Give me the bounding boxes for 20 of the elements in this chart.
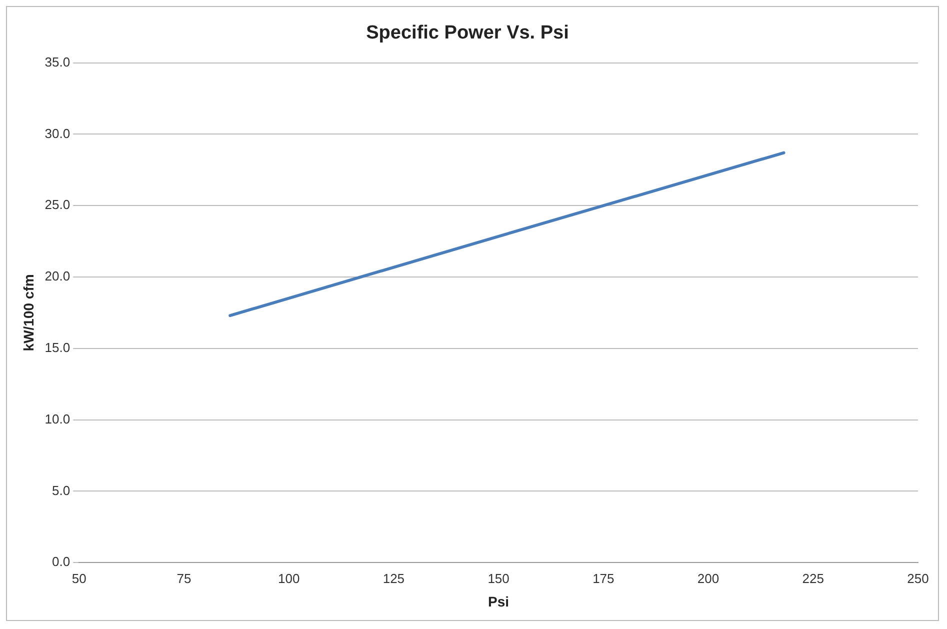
chart-title: Specific Power Vs. Psi xyxy=(366,22,569,44)
y-tick-label: 10.0 xyxy=(44,411,70,426)
y-tick-label: 5.0 xyxy=(52,482,70,498)
x-tick-label: 150 xyxy=(488,570,510,586)
x-tick-label: 125 xyxy=(382,570,405,586)
x-tick-label: 175 xyxy=(592,570,614,586)
x-tick-label: 50 xyxy=(72,570,86,586)
y-tick-label: 35.0 xyxy=(44,54,70,70)
x-axis-title: Psi xyxy=(488,593,510,610)
x-tick-label: 225 xyxy=(802,570,824,586)
y-tick-label: 0.0 xyxy=(52,554,70,570)
x-tick-label: 75 xyxy=(176,570,192,586)
y-tick-label: 25.0 xyxy=(44,197,70,212)
y-tick-label: 30.0 xyxy=(44,126,70,141)
x-tick-label: 100 xyxy=(278,570,300,586)
y-axis-title: kW/100 cfm xyxy=(20,274,36,352)
y-tick-label: 15.0 xyxy=(44,340,70,355)
x-tick-label: 250 xyxy=(907,570,929,586)
y-tick-label: 20.0 xyxy=(44,268,70,284)
x-tick-label: 200 xyxy=(697,570,720,586)
